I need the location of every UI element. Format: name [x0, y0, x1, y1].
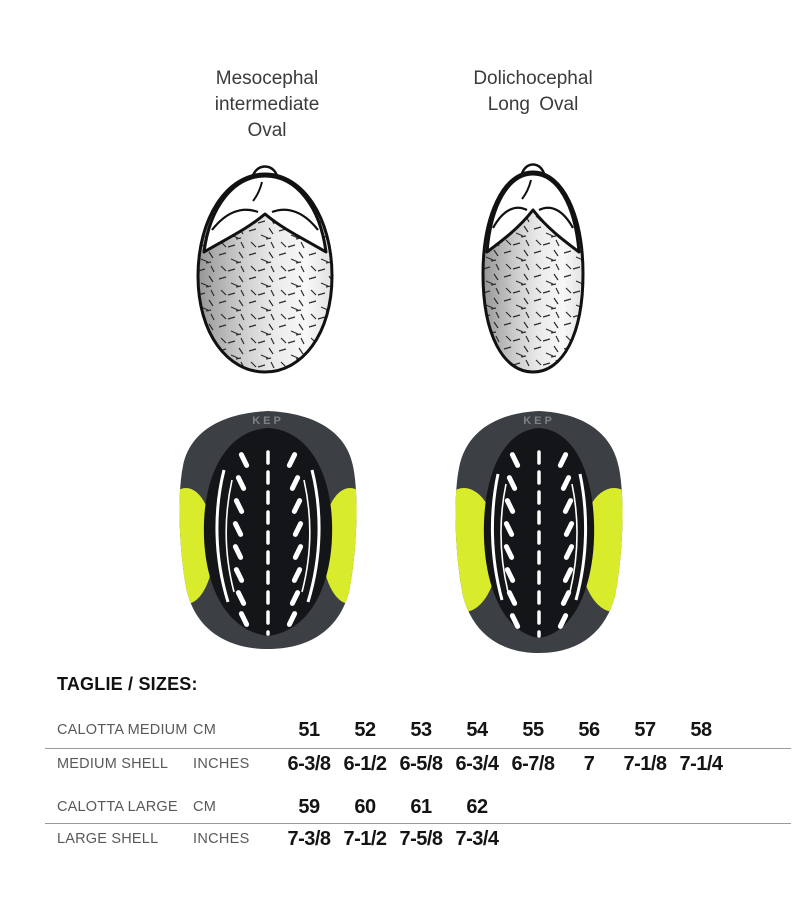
- size-row-calotta-large: CALOTTA LARGE CM 59 60 61 62: [45, 791, 791, 824]
- fluo-panel-left: [179, 488, 214, 604]
- size-row-unit: CM: [193, 799, 217, 815]
- size-value: 6-7/8: [511, 752, 555, 775]
- size-value: 62: [466, 795, 488, 818]
- title-line: Long Oval: [487, 94, 579, 115]
- size-value: 7-3/8: [287, 827, 331, 850]
- size-value: 7-1/8: [623, 752, 667, 775]
- size-value: 6-1/2: [343, 752, 387, 775]
- brow-crease-left: [211, 208, 259, 231]
- size-row-unit: INCHES: [193, 756, 250, 772]
- helmet-liner-long-oval: KEP: [444, 406, 634, 658]
- helmet-liner-illustration: KEP: [179, 411, 357, 649]
- size-value: 6-3/8: [287, 752, 331, 775]
- size-value: 51: [298, 718, 320, 741]
- size-value: 52: [354, 718, 376, 741]
- brow-crease-right: [538, 206, 574, 229]
- size-row-label: LARGE SHELL: [57, 831, 159, 847]
- padding-seam-lines: [215, 469, 321, 603]
- size-row-large-shell: LARGE SHELL INCHES 7-3/8 7-1/2 7-5/8 7-3…: [45, 824, 791, 854]
- sizes-table: CALOTTA MEDIUM CM 51 52 53 54 55 56 57 5…: [45, 712, 791, 854]
- kep-logo: KEP: [523, 415, 555, 427]
- size-value: 7-3/4: [455, 827, 499, 850]
- head-outline: [481, 170, 585, 374]
- size-value: 55: [522, 718, 544, 741]
- title-line: Mesocephal: [215, 68, 319, 89]
- fluo-panel-left: [455, 488, 498, 612]
- size-value: 7-1/2: [343, 827, 387, 850]
- brow-crease-right: [271, 208, 319, 231]
- head-shape-title-mesocephal: Mesocephal intermediate Oval: [157, 66, 377, 144]
- sizes-heading: TAGLIE / SIZES:: [57, 674, 198, 694]
- helmet-liner-intermediate-oval: KEP: [172, 406, 364, 654]
- size-value: 61: [410, 795, 432, 818]
- title-line: Dolichocephal: [473, 68, 593, 89]
- size-row-label: CALOTTA LARGE: [57, 799, 178, 815]
- size-value: 58: [690, 718, 712, 741]
- padding-seam-lines: [490, 473, 588, 601]
- size-value: 7: [583, 752, 595, 775]
- size-value: 53: [410, 718, 432, 741]
- size-row-medium-shell: MEDIUM SHELL INCHES 6-3/8 6-1/2 6-5/8 6-…: [45, 749, 791, 779]
- size-value: 6-5/8: [399, 752, 443, 775]
- size-value: 60: [354, 795, 376, 818]
- head-outline: [196, 172, 334, 374]
- kep-logo: KEP: [252, 415, 284, 427]
- head-top-view-illustration: [481, 163, 585, 374]
- size-value: 57: [634, 718, 656, 741]
- nose-crease: [521, 179, 532, 200]
- size-value: 7-1/4: [679, 752, 723, 775]
- fluo-panel-right: [322, 488, 357, 604]
- size-value: 7-5/8: [399, 827, 443, 850]
- ventilation-slots: [232, 450, 304, 636]
- title-line: Oval: [247, 120, 287, 141]
- size-value: 56: [578, 718, 600, 741]
- head-top-view-illustration: [196, 165, 334, 374]
- nose-crease: [252, 181, 263, 202]
- head-diagram-long-oval: [471, 151, 595, 379]
- fluo-panel-right: [580, 488, 623, 612]
- size-row-label: CALOTTA MEDIUM: [57, 722, 188, 738]
- size-value: 6-3/4: [455, 752, 499, 775]
- head-shape-title-dolichocephal: Dolichocephal Long Oval: [423, 66, 643, 118]
- size-row-unit: CM: [193, 722, 217, 738]
- title-line: intermediate: [214, 94, 320, 115]
- helmet-liner-illustration: KEP: [455, 411, 623, 653]
- size-value: 59: [298, 795, 320, 818]
- head-diagram-intermediate-oval: [186, 153, 344, 379]
- table-row-spacer: [45, 779, 791, 791]
- size-row-unit: INCHES: [193, 831, 250, 847]
- size-row-label: MEDIUM SHELL: [57, 756, 169, 772]
- size-row-calotta-medium: CALOTTA MEDIUM CM 51 52 53 54 55 56 57 5…: [45, 712, 791, 749]
- brow-region: [485, 172, 581, 254]
- brow-crease-left: [492, 206, 528, 229]
- brow-region: [202, 174, 328, 254]
- size-value: 54: [466, 718, 488, 741]
- ventilation-slots: [503, 450, 575, 638]
